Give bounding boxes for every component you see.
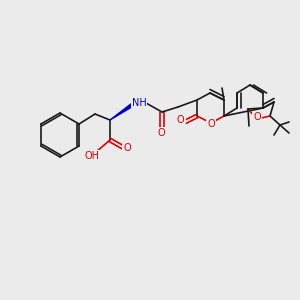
Text: O: O (253, 112, 261, 122)
Text: NH: NH (132, 98, 146, 108)
Text: OH: OH (85, 151, 100, 161)
Text: O: O (123, 143, 131, 153)
Polygon shape (110, 102, 136, 120)
Text: O: O (177, 116, 185, 126)
Text: O: O (207, 119, 215, 129)
Text: O: O (157, 128, 165, 138)
Text: O: O (176, 115, 184, 125)
